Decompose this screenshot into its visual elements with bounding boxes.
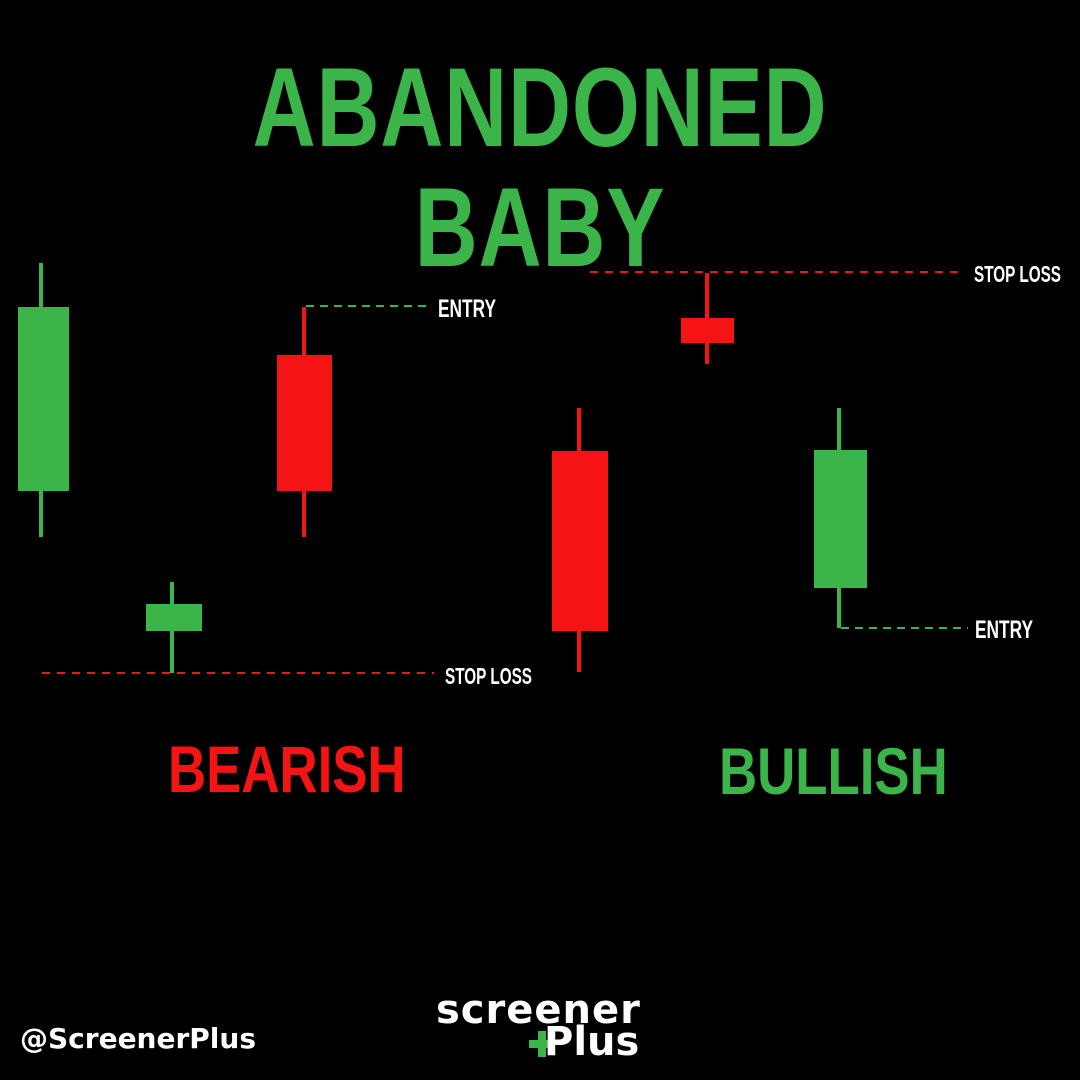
bullish-candle-1 xyxy=(552,408,608,672)
bearish-stop-loss-label: STOP LOSS xyxy=(445,663,532,689)
bullish-stop-loss-label: STOP LOSS xyxy=(974,261,1061,287)
bullish-candle-2-baby xyxy=(681,273,734,364)
bearish-candle-1 xyxy=(18,263,69,537)
candle-body xyxy=(814,450,867,588)
page-title: ABANDONED BABY xyxy=(252,45,828,290)
bearish-candle-3 xyxy=(277,307,332,537)
logo-wordmark-bottom: Plus xyxy=(544,1019,640,1065)
candle-body xyxy=(18,307,69,491)
screenerplus-logo: screener Plus xyxy=(436,987,651,1065)
bullish-candle-3 xyxy=(814,408,867,628)
candle-body xyxy=(277,355,332,491)
bearish-entry-label: ENTRY xyxy=(438,295,496,323)
bullish-label: BULLISH xyxy=(719,734,948,808)
candle-body xyxy=(681,318,734,343)
bearish-candle-2-baby xyxy=(146,582,202,673)
bullish-pattern: STOP LOSS ENTRY xyxy=(552,261,1061,672)
social-handle: @ScreenerPlus xyxy=(20,1022,257,1055)
logo-wordmark-top: screener xyxy=(436,987,641,1033)
candle-body xyxy=(146,604,202,631)
bearish-label: BEARISH xyxy=(168,732,406,806)
plus-icon xyxy=(529,1031,555,1057)
candle-body xyxy=(552,451,608,631)
bearish-pattern: ENTRY STOP LOSS xyxy=(18,263,532,689)
bullish-entry-label: ENTRY xyxy=(975,616,1033,644)
